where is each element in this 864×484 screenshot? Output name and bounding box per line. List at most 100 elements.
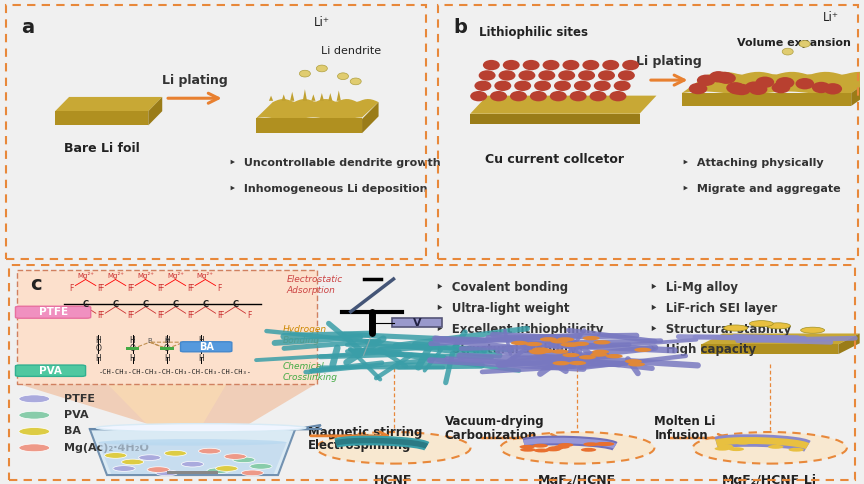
Text: O: O bbox=[96, 344, 101, 353]
Text: ‣  Structural stability: ‣ Structural stability bbox=[436, 343, 577, 356]
Ellipse shape bbox=[96, 424, 306, 432]
Text: Mg²⁺: Mg²⁺ bbox=[137, 272, 154, 279]
Circle shape bbox=[749, 320, 773, 327]
Circle shape bbox=[772, 82, 791, 93]
Circle shape bbox=[622, 60, 639, 70]
Circle shape bbox=[532, 348, 549, 352]
Polygon shape bbox=[290, 92, 295, 101]
Circle shape bbox=[823, 83, 842, 94]
Text: V: V bbox=[413, 318, 422, 328]
Text: F: F bbox=[160, 284, 164, 293]
Circle shape bbox=[735, 441, 751, 445]
Circle shape bbox=[777, 440, 792, 444]
Circle shape bbox=[594, 340, 611, 345]
Circle shape bbox=[606, 354, 623, 358]
Text: ‣  Ultra-light weight: ‣ Ultra-light weight bbox=[436, 302, 569, 315]
Polygon shape bbox=[320, 93, 324, 101]
Bar bbox=[160, 347, 174, 350]
Circle shape bbox=[250, 464, 272, 469]
Text: PTFE: PTFE bbox=[64, 394, 95, 404]
Circle shape bbox=[529, 349, 545, 353]
Circle shape bbox=[474, 81, 492, 91]
Circle shape bbox=[562, 353, 580, 357]
Text: F: F bbox=[127, 311, 131, 320]
Polygon shape bbox=[702, 345, 838, 354]
Text: F: F bbox=[97, 311, 101, 320]
Polygon shape bbox=[470, 114, 639, 124]
Circle shape bbox=[199, 448, 220, 454]
Circle shape bbox=[709, 71, 727, 82]
Circle shape bbox=[156, 470, 178, 476]
Circle shape bbox=[241, 470, 264, 476]
Text: F: F bbox=[189, 284, 194, 293]
Text: F: F bbox=[219, 311, 224, 320]
Circle shape bbox=[548, 446, 563, 450]
Text: HCNF: HCNF bbox=[374, 474, 413, 484]
Circle shape bbox=[598, 70, 615, 81]
Text: Magnetic stirring: Magnetic stirring bbox=[308, 426, 422, 439]
Text: B: B bbox=[148, 338, 152, 344]
Circle shape bbox=[490, 91, 507, 101]
Circle shape bbox=[122, 459, 143, 465]
Circle shape bbox=[728, 447, 744, 451]
Polygon shape bbox=[257, 118, 362, 133]
FancyBboxPatch shape bbox=[391, 318, 442, 327]
Circle shape bbox=[216, 466, 238, 471]
Text: -CH-CH₃-CH-CH₃-CH-CH₃-CH-CH₃-CH-CH₃-: -CH-CH₃-CH-CH₃-CH-CH₃-CH-CH₃-CH-CH₃- bbox=[98, 369, 251, 375]
Text: F: F bbox=[217, 311, 221, 320]
Circle shape bbox=[719, 445, 734, 449]
Circle shape bbox=[749, 84, 767, 95]
Text: PVA: PVA bbox=[64, 410, 89, 420]
Text: F: F bbox=[130, 284, 134, 293]
Text: Mg²⁺: Mg²⁺ bbox=[167, 272, 184, 279]
Text: Electrospinning: Electrospinning bbox=[308, 439, 411, 452]
Text: ‣  LiF-rich SEI layer: ‣ LiF-rich SEI layer bbox=[650, 302, 778, 315]
Circle shape bbox=[579, 355, 596, 360]
Circle shape bbox=[727, 82, 745, 93]
Text: C: C bbox=[202, 300, 208, 309]
Polygon shape bbox=[55, 97, 162, 111]
Text: Li⁺: Li⁺ bbox=[314, 15, 330, 29]
Polygon shape bbox=[282, 94, 286, 101]
Circle shape bbox=[538, 70, 556, 81]
Circle shape bbox=[557, 337, 574, 342]
Circle shape bbox=[768, 445, 784, 449]
Polygon shape bbox=[302, 89, 307, 101]
Text: Li⁺: Li⁺ bbox=[823, 11, 838, 24]
Text: F: F bbox=[189, 311, 194, 320]
Circle shape bbox=[572, 342, 589, 346]
Ellipse shape bbox=[500, 432, 654, 464]
Circle shape bbox=[563, 343, 581, 347]
Circle shape bbox=[316, 65, 327, 72]
Text: H: H bbox=[164, 354, 169, 363]
Circle shape bbox=[581, 448, 596, 452]
FancyBboxPatch shape bbox=[16, 306, 91, 318]
Circle shape bbox=[715, 447, 730, 451]
Circle shape bbox=[181, 461, 204, 467]
Circle shape bbox=[503, 60, 520, 70]
Text: F: F bbox=[70, 311, 74, 320]
Circle shape bbox=[590, 352, 607, 357]
Circle shape bbox=[545, 447, 561, 452]
Text: ‣  Li-Mg alloy: ‣ Li-Mg alloy bbox=[650, 281, 738, 294]
Polygon shape bbox=[149, 97, 162, 125]
Circle shape bbox=[551, 349, 569, 354]
Circle shape bbox=[479, 70, 496, 81]
Text: H: H bbox=[164, 335, 169, 345]
Circle shape bbox=[19, 395, 49, 403]
Text: F: F bbox=[99, 311, 104, 320]
Circle shape bbox=[599, 442, 614, 446]
Circle shape bbox=[578, 70, 595, 81]
Text: H: H bbox=[96, 335, 101, 345]
Text: Mg(Ac)₂·4H₂O: Mg(Ac)₂·4H₂O bbox=[64, 443, 149, 453]
Circle shape bbox=[562, 60, 580, 70]
Text: ‣  Excellent lithiophilicity: ‣ Excellent lithiophilicity bbox=[436, 323, 604, 335]
Polygon shape bbox=[362, 102, 378, 133]
Text: F: F bbox=[70, 284, 74, 293]
Text: F: F bbox=[217, 284, 221, 293]
Text: Li plating: Li plating bbox=[162, 75, 228, 87]
Circle shape bbox=[494, 81, 511, 91]
Circle shape bbox=[232, 457, 255, 463]
Circle shape bbox=[766, 323, 791, 329]
Text: F: F bbox=[157, 284, 162, 293]
